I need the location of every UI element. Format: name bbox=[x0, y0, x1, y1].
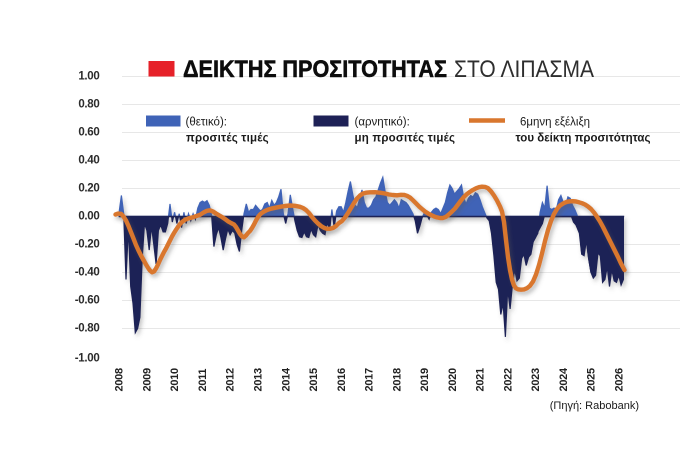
svg-text:0.00: 0.00 bbox=[78, 211, 99, 223]
svg-text:ΔΕΙΚΤΗΣ ΠΡΟΣΙΤΟΤΗΤΑΣ: ΔΕΙΚΤΗΣ ΠΡΟΣΙΤΟΤΗΤΑΣ bbox=[183, 56, 447, 83]
svg-text:2017: 2017 bbox=[364, 368, 376, 391]
svg-text:2013: 2013 bbox=[253, 368, 265, 391]
svg-text:προσιτές τιμές: προσιτές τιμές bbox=[186, 133, 269, 145]
svg-text:2012: 2012 bbox=[225, 368, 237, 391]
svg-text:(αρνητικό):: (αρνητικό): bbox=[355, 117, 410, 129]
svg-text:(Πηγή: Rabobank): (Πηγή: Rabobank) bbox=[550, 400, 639, 412]
svg-text:2010: 2010 bbox=[169, 368, 181, 391]
svg-text:0.40: 0.40 bbox=[78, 155, 99, 167]
svg-text:-1.00: -1.00 bbox=[75, 353, 100, 365]
svg-text:2015: 2015 bbox=[308, 368, 320, 391]
svg-text:-0.20: -0.20 bbox=[75, 239, 100, 251]
svg-text:2009: 2009 bbox=[142, 368, 154, 391]
svg-text:0.60: 0.60 bbox=[78, 127, 99, 139]
svg-text:2025: 2025 bbox=[586, 368, 598, 391]
svg-text:-0.60: -0.60 bbox=[75, 295, 100, 307]
svg-text:0.20: 0.20 bbox=[78, 183, 99, 195]
svg-text:2020: 2020 bbox=[447, 368, 459, 391]
svg-text:6μηνη εξέλιξη: 6μηνη εξέλιξη bbox=[520, 117, 590, 129]
svg-text:1.00: 1.00 bbox=[78, 71, 99, 83]
svg-text:2008: 2008 bbox=[114, 368, 126, 391]
svg-text:2021: 2021 bbox=[475, 368, 487, 391]
svg-text:2022: 2022 bbox=[502, 368, 514, 391]
svg-text:-0.40: -0.40 bbox=[75, 267, 100, 279]
svg-text:2023: 2023 bbox=[530, 368, 542, 391]
svg-text:ΣΤΟ ΛΙΠΑΣΜΑ: ΣΤΟ ΛΙΠΑΣΜΑ bbox=[454, 56, 595, 83]
svg-text:του δείκτη προσιτότητας: του δείκτη προσιτότητας bbox=[516, 133, 651, 145]
svg-text:-0.80: -0.80 bbox=[75, 323, 100, 335]
svg-text:2024: 2024 bbox=[558, 367, 570, 391]
svg-text:2019: 2019 bbox=[419, 368, 431, 391]
svg-text:2026: 2026 bbox=[613, 368, 625, 391]
svg-text:2014: 2014 bbox=[280, 367, 292, 391]
svg-text:0.80: 0.80 bbox=[78, 99, 99, 111]
svg-text:μη προσιτές τιμές: μη προσιτές τιμές bbox=[355, 133, 456, 145]
svg-text:2011: 2011 bbox=[197, 369, 209, 392]
svg-text:(θετικό):: (θετικό): bbox=[186, 117, 227, 129]
svg-text:2016: 2016 bbox=[336, 368, 348, 391]
svg-text:2018: 2018 bbox=[391, 368, 403, 391]
